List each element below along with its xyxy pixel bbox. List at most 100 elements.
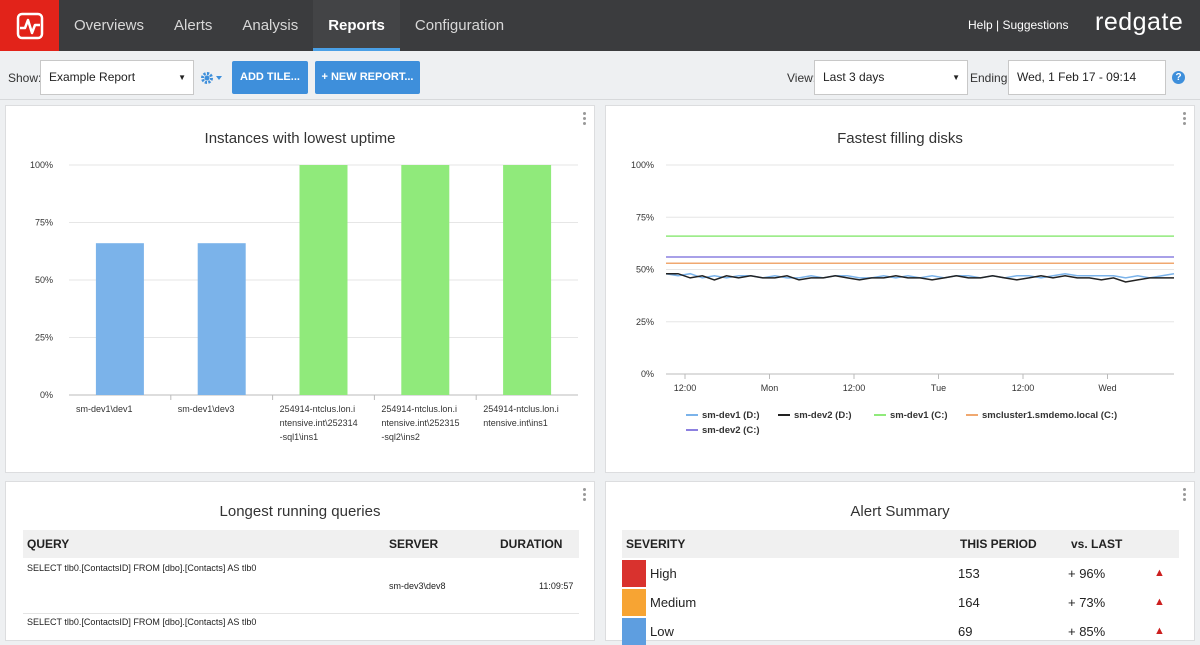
trend-up-icon: ▲	[1154, 625, 1165, 637]
legend-label: sm-dev1 (C:)	[890, 410, 948, 421]
tab-reports[interactable]: Reports	[313, 0, 400, 51]
tab-alerts[interactable]: Alerts	[174, 17, 213, 34]
x-tick-label: 254914-ntclus.lon.i	[280, 404, 356, 414]
severity-column-header[interactable]: SEVERITY	[626, 537, 686, 551]
alerts-table-header: SEVERITY THIS PERIOD vs. LAST	[622, 530, 1179, 558]
severity-label: Low	[650, 624, 674, 639]
y-tick-label: 50%	[636, 265, 654, 275]
bar	[503, 165, 552, 395]
x-tick-label: -sql1\ins1	[280, 432, 319, 442]
query-column-header[interactable]: QUERY	[27, 537, 70, 551]
legend-label: sm-dev2 (C:)	[702, 425, 760, 436]
uptime-bar-chart: 0% 25% 50% 75% 100% sm-dev1\dev1 sm-dev1\dev3 2…	[30, 160, 578, 442]
panel-menu-icon[interactable]	[583, 112, 586, 127]
x-tick-label: 12:00	[674, 383, 697, 393]
x-tick-label: 12:00	[843, 383, 866, 393]
y-tick-label: 50%	[35, 275, 53, 285]
legend-label: smcluster1.smdemo.local (C:)	[982, 410, 1117, 421]
severity-label: Medium	[650, 595, 697, 610]
queries-panel-title: Longest running queries	[219, 503, 381, 520]
legend-label: sm-dev1 (D:)	[702, 410, 760, 421]
change-cell: + 96%	[1068, 566, 1106, 581]
x-tick-label: Tue	[931, 383, 946, 393]
x-tick-label: 254914-ntclus.lon.i	[483, 404, 559, 414]
top-navigation-bar: Overviews Alerts Analysis Reports Config…	[0, 0, 1200, 51]
x-tick-label: -sql2\ins2	[381, 432, 420, 442]
y-tick-label: 0%	[40, 390, 53, 400]
y-tick-label: 25%	[636, 317, 654, 327]
ending-datetime-value: Wed, 1 Feb 17 - 09:14	[1017, 70, 1137, 84]
gear-icon[interactable]	[200, 71, 226, 85]
y-tick-label: 75%	[636, 212, 654, 222]
ending-label: Ending:	[970, 71, 1011, 85]
duration-cell: 11:09:57	[539, 581, 574, 591]
help-icon[interactable]: ?	[1172, 71, 1185, 84]
main-nav: Overviews Alerts Analysis Reports Config…	[59, 0, 519, 51]
server-cell: sm-dev3\dev8	[389, 581, 446, 591]
queries-panel: Longest running queries QUERY SERVER DUR…	[5, 481, 595, 641]
disks-panel: Fastest filling disks 0% 25% 50% 75% 100% 12:…	[605, 105, 1195, 473]
panel-menu-icon[interactable]	[1183, 112, 1186, 127]
app-logo[interactable]	[0, 0, 59, 51]
x-tick-label: ntensive.int\ins1	[483, 418, 548, 428]
x-tick-label: sm-dev1\dev3	[178, 404, 235, 414]
x-tick-label: 12:00	[1012, 383, 1035, 393]
bar	[401, 165, 450, 395]
query-text: SELECT tlb0.[ContactsID] FROM [dbo].[Con…	[27, 617, 257, 627]
report-select[interactable]: Example Report ▼	[40, 60, 194, 95]
x-tick-label: sm-dev1\dev1	[76, 404, 133, 414]
panel-menu-icon[interactable]	[1183, 488, 1186, 503]
y-tick-label: 100%	[631, 160, 654, 170]
count-cell: 69	[958, 624, 973, 639]
view-label: View:	[787, 71, 817, 85]
count-cell: 164	[958, 595, 980, 610]
trend-up-icon: ▲	[1154, 567, 1165, 579]
y-tick-label: 75%	[35, 218, 53, 228]
y-tick-label: 0%	[641, 369, 654, 379]
legend-label: sm-dev2 (D:)	[794, 410, 852, 421]
duration-column-header[interactable]: DURATION	[500, 537, 563, 551]
disks-line-chart: 0% 25% 50% 75% 100% 12:00 Mon 12:00 Tue 12:00 Wed s…	[631, 160, 1175, 436]
tab-analysis[interactable]: Analysis	[242, 17, 299, 34]
change-cell: + 73%	[1068, 595, 1106, 610]
count-cell: 153	[958, 566, 980, 581]
brand-logo: redgate	[1095, 8, 1184, 36]
bar	[197, 243, 246, 395]
view-period-select[interactable]: Last 3 days ▼	[814, 60, 968, 95]
uptime-panel-title: Instances with lowest uptime	[204, 130, 396, 147]
tab-configuration[interactable]: Configuration	[414, 17, 505, 34]
server-column-header[interactable]: SERVER	[389, 537, 439, 551]
panel-menu-icon[interactable]	[583, 488, 586, 503]
y-tick-label: 100%	[30, 160, 53, 170]
tab-overviews[interactable]: Overviews	[74, 17, 145, 34]
series-line	[666, 272, 1174, 283]
x-tick-label: Mon	[761, 383, 779, 393]
x-tick-label: ntensive.int\252315	[381, 418, 459, 428]
new-report-button[interactable]: + NEW REPORT...	[315, 61, 420, 94]
change-cell: + 85%	[1068, 624, 1106, 639]
queries-table-header: QUERY SERVER DURATION	[23, 530, 579, 558]
disks-panel-title: Fastest filling disks	[837, 130, 963, 147]
x-tick-label: 254914-ntclus.lon.i	[381, 404, 457, 414]
severity-swatch	[622, 589, 646, 616]
vs-last-column-header[interactable]: vs. LAST	[1071, 537, 1123, 551]
this-period-column-header[interactable]: THIS PERIOD	[960, 537, 1037, 551]
chevron-down-icon: ▼	[952, 73, 960, 82]
alert-summary-title: Alert Summary	[850, 503, 950, 520]
help-suggestions-link[interactable]: Help | Suggestions	[968, 18, 1069, 32]
severity-swatch	[622, 560, 646, 587]
chevron-down-icon: ▼	[178, 73, 186, 82]
alert-summary-panel: Alert Summary SEVERITY THIS PERIOD vs. L…	[605, 481, 1195, 645]
severity-swatch	[622, 618, 646, 645]
row-divider	[23, 613, 579, 614]
pulse-icon	[16, 12, 43, 39]
y-tick-label: 25%	[35, 333, 53, 343]
report-toolbar: Show: Example Report ▼ ADD TILE... + NEW…	[0, 51, 1200, 100]
add-tile-button[interactable]: ADD TILE...	[232, 61, 308, 94]
ending-datetime-input[interactable]: Wed, 1 Feb 17 - 09:14	[1008, 60, 1166, 95]
uptime-panel: Instances with lowest uptime 0% 25% 50% 75%…	[5, 105, 595, 473]
bar	[299, 165, 348, 395]
report-select-value: Example Report	[49, 70, 136, 84]
bar	[95, 243, 144, 395]
x-tick-label: Wed	[1098, 383, 1116, 393]
